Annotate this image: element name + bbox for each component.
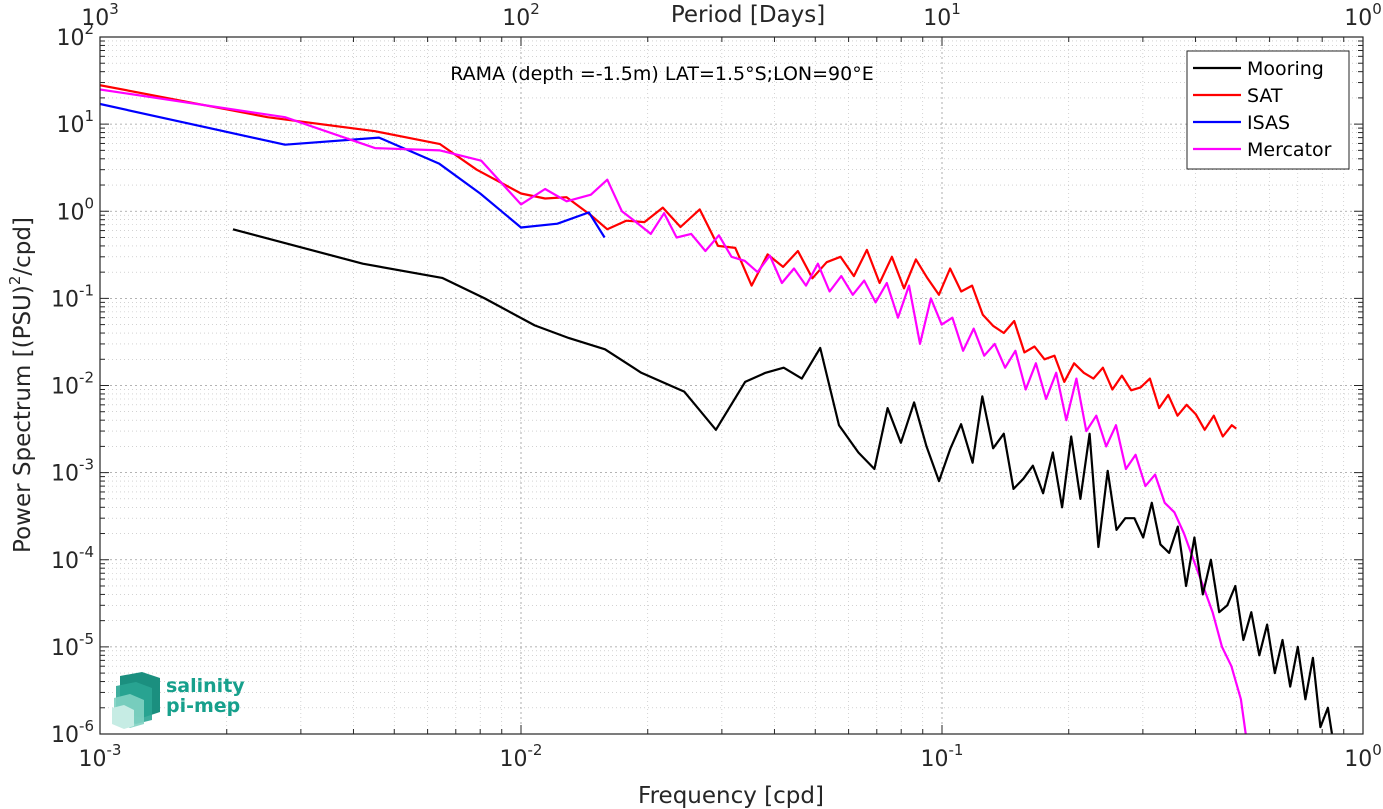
legend-label-mercator: Mercator	[1247, 139, 1332, 161]
legend: Mooring SAT ISAS Mercator	[1186, 50, 1350, 170]
legend-label-mooring: Mooring	[1247, 58, 1324, 80]
y-label-rest: /cpd]	[10, 217, 36, 276]
top-axis-label: Period [Days]	[671, 2, 825, 28]
y-tick-label: 10-2	[51, 369, 94, 400]
y-label-sup: 2	[6, 276, 24, 286]
y-tick-label: 102	[56, 20, 94, 51]
legend-label-isas: ISAS	[1247, 112, 1290, 134]
series-line-mooring	[232, 228, 1334, 734]
logo-mark-icon	[112, 672, 160, 729]
series-line-isas	[100, 102, 606, 239]
y-tick-label: 100	[56, 194, 94, 225]
annotation-text: RAMA (depth =-1.5m) LAT=1.5°S;LON=90°E	[450, 63, 874, 85]
y-tick-label: 10-1	[51, 281, 94, 312]
tick-marks	[99, 36, 1364, 735]
series-line-sat	[100, 84, 1237, 438]
x-tick-label: 10-2	[500, 741, 543, 772]
series-line-mercator	[100, 88, 1247, 734]
legend-label-sat: SAT	[1247, 85, 1283, 107]
top-tick-label: 100	[1344, 0, 1382, 31]
top-tick-label: 103	[81, 0, 119, 31]
top-tick-label: 102	[502, 0, 540, 31]
y-tick-label: 10-3	[51, 456, 94, 487]
series-layer	[100, 84, 1334, 734]
y-tick-label: 101	[56, 107, 94, 138]
salinity-pi-mep-logo: salinity pi-mep	[112, 672, 245, 729]
logo-text-pimep: pi-mep	[166, 695, 240, 717]
x-tick-label: 100	[1344, 741, 1382, 772]
x-tick-label: 10-1	[921, 741, 964, 772]
x-tick-label: 10-3	[79, 741, 122, 772]
y-label-main: Power Spectrum [(PSU)	[10, 285, 36, 553]
logo-text-salinity: salinity	[166, 675, 245, 697]
y-tick-label: 10-5	[51, 630, 94, 661]
x-axis-label: Frequency [cpd]	[638, 783, 824, 809]
y-tick-label: 10-4	[51, 543, 94, 574]
y-axis-label: Power Spectrum [(PSU)2/cpd]	[6, 217, 36, 553]
top-tick-label: 101	[923, 0, 961, 31]
y-tick-label: 10-6	[51, 717, 94, 748]
